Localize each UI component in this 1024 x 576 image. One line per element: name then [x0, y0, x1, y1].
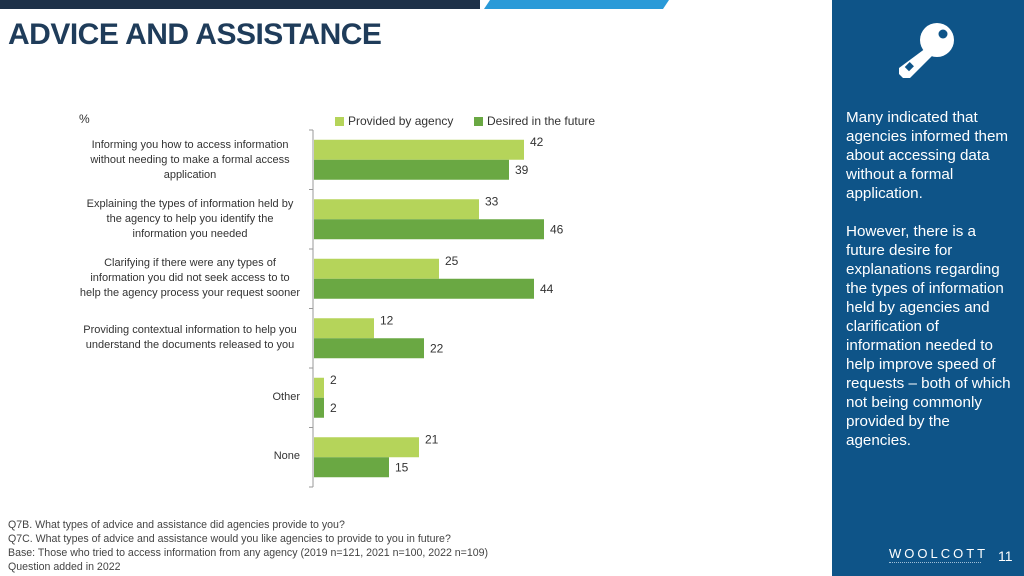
category-label: Informing you how to access information … — [90, 139, 290, 181]
legend-label-provided: Provided by agency — [348, 114, 454, 128]
woolcott-logo: WOOLCOTT — [889, 546, 989, 561]
legend-label-desired: Desired in the future — [487, 114, 596, 128]
legend-swatch-desired — [474, 116, 483, 126]
legend-provided: Provided by agency — [335, 114, 453, 128]
data-label-desired: 2 — [330, 401, 337, 415]
bar-provided — [314, 437, 419, 458]
commentary-paragraph-1: Many indicated that agencies informed th… — [846, 109, 1009, 202]
data-label-desired: 39 — [515, 163, 529, 177]
category-label: Other — [272, 391, 300, 403]
category-label: Providing contextual information to help… — [83, 324, 297, 351]
top-accent-bar-dark — [0, 0, 480, 9]
category-label: Explaining the types of information held… — [86, 198, 294, 240]
bar-provided — [314, 139, 524, 160]
bar-provided — [314, 199, 479, 220]
commentary-paragraph-2: However, there is a future desire for ex… — [846, 223, 1011, 449]
bar-provided — [314, 258, 439, 279]
footnotes: Q7B. What types of advice and assistance… — [8, 518, 488, 574]
side-panel — [832, 0, 1024, 576]
data-label-desired: 46 — [550, 222, 564, 236]
data-label-provided: 42 — [530, 135, 544, 149]
bar-desired — [314, 397, 324, 418]
data-label-provided: 21 — [425, 432, 439, 446]
category-label: None — [273, 450, 300, 462]
footnote-base: Base: Those who tried to access informat… — [8, 547, 489, 559]
data-label-provided: 33 — [485, 194, 499, 208]
bar-provided — [314, 318, 374, 339]
bar-desired — [314, 338, 424, 359]
bar-desired — [314, 219, 544, 240]
legend-swatch-provided — [335, 116, 344, 126]
data-label-provided: 25 — [445, 254, 459, 268]
bar-desired — [314, 457, 389, 478]
key-icon — [899, 23, 954, 78]
top-accent-bar-blue — [484, 0, 669, 9]
footnote-q7c: Q7C. What types of advice and assistance… — [8, 533, 451, 545]
bar-desired — [314, 159, 509, 180]
bar-desired — [314, 278, 534, 299]
page-title: ADVICE AND ASSISTANCE — [8, 18, 382, 51]
footnote-added: Question added in 2022 — [8, 561, 121, 573]
data-label-desired: 44 — [540, 282, 554, 296]
category-label: Clarifying if there were any types of in… — [79, 257, 301, 299]
bar-provided — [314, 377, 324, 398]
side-commentary: Many indicated that agencies informed th… — [846, 108, 1016, 469]
footnote-q7b: Q7B. What types of advice and assistance… — [8, 519, 345, 531]
data-label-provided: 12 — [380, 313, 394, 327]
page-number: 11 — [998, 548, 1013, 564]
legend-desired: Desired in the future — [474, 114, 595, 128]
data-label-desired: 22 — [430, 341, 444, 355]
data-label-provided: 2 — [330, 373, 337, 387]
data-label-desired: 15 — [395, 460, 409, 474]
logo-tagline-line — [889, 562, 981, 566]
unit-label: % — [79, 112, 90, 126]
